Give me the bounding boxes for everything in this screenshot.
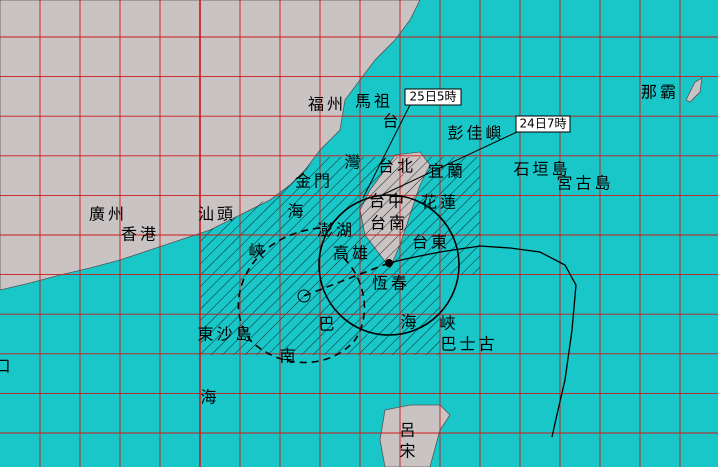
forecast-track [303, 262, 390, 297]
place-label: 台 [382, 112, 401, 131]
place-label: 呂 [399, 421, 418, 440]
place-label: 灣 [344, 153, 363, 172]
place-label: 那霸 [641, 83, 679, 102]
place-label: 台中 [369, 192, 407, 211]
place-label: 香港 [121, 225, 159, 244]
place-label: 澎湖 [317, 221, 355, 240]
time-label: 25日5時 [410, 90, 457, 104]
past-track [388, 245, 577, 438]
place-label: 汕頭 [198, 205, 236, 224]
place-label: 花蓮 [421, 193, 459, 212]
place-label: 海 [287, 202, 306, 221]
place-label: 峽 [439, 314, 458, 333]
okinawa [685, 77, 703, 103]
forecast-radius [237, 227, 366, 364]
place-label: 巴 [318, 315, 337, 334]
place-label: 東沙島 [197, 325, 254, 344]
leader-line [362, 104, 411, 199]
forecast-center [297, 289, 311, 303]
place-label: 海 [400, 313, 419, 332]
warning-area [200, 157, 480, 355]
place-label: 高雄 [333, 244, 371, 263]
place-label: 口 [0, 357, 14, 376]
place-label: 宜蘭 [428, 162, 466, 181]
time-label: 24日7時 [520, 117, 567, 131]
place-label: 台南 [370, 214, 408, 233]
place-label: 南 [279, 347, 298, 366]
storm-radius [318, 194, 460, 336]
place-label: 恆春 [372, 274, 410, 293]
place-label: 彭佳嶼 [447, 124, 504, 143]
place-label: 海 [200, 388, 219, 407]
time-text: 25日5時 [410, 90, 457, 104]
place-label: 福州 [308, 95, 346, 114]
time-text: 24日7時 [520, 117, 567, 131]
place-label: 宮古島 [556, 174, 613, 193]
place-label: 宋 [399, 442, 418, 461]
place-label: 巴士古 [440, 335, 497, 354]
place-label: 金門 [295, 172, 333, 191]
time-box [515, 115, 571, 133]
leader-line [381, 131, 518, 196]
place-label: 石垣島 [513, 160, 570, 179]
time-box [404, 88, 462, 106]
current-center [385, 259, 393, 267]
place-label: 馬祖 [355, 92, 393, 111]
place-label: 台東 [412, 233, 450, 252]
place-label: 台北 [378, 157, 416, 176]
place-label: 峽 [248, 242, 267, 261]
place-label: 廣州 [89, 205, 127, 224]
